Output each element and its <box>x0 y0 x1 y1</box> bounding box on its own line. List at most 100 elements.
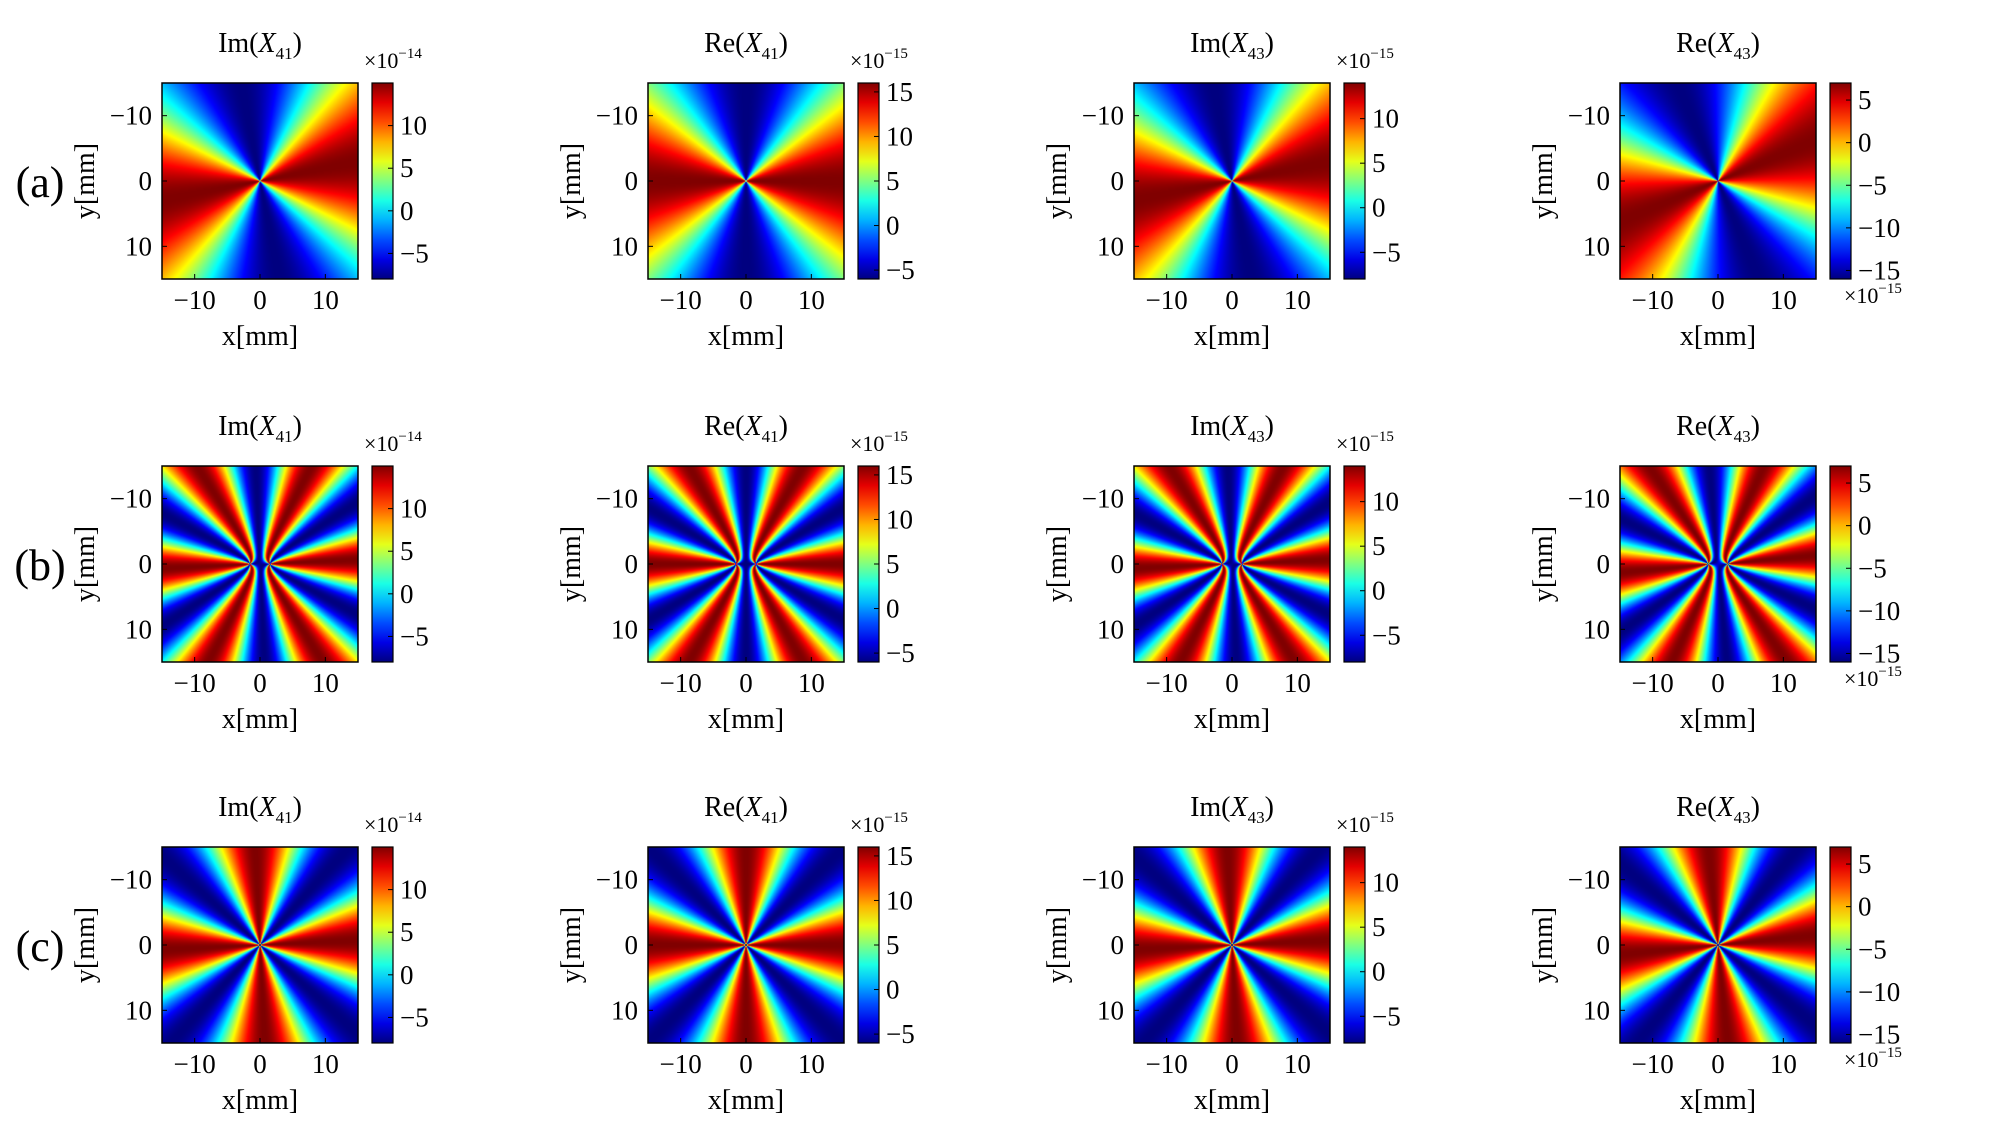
y-tick-label: −10 <box>596 484 638 514</box>
panel-a-2: Re(X41) −10 0 10 −10 0 10 x[mm] y[mm] 15 10 5 0 −5 ×10… <box>556 28 915 352</box>
colorbar-tick-label: 0 <box>886 211 900 241</box>
title-variable: X <box>1716 28 1735 59</box>
title-prefix: Re( <box>1676 792 1716 823</box>
panel-c-4: Re(X43) −10 0 10 −10 0 10 x[mm] y[mm] 5 0 −5 −10 −15×… <box>1528 792 1902 1116</box>
x-tick-label: 10 <box>798 285 825 315</box>
y-tick-label: 0 <box>625 549 639 579</box>
heatmap-image <box>648 466 844 662</box>
colorbar-tick-label: 5 <box>1372 531 1386 561</box>
heatmap-image <box>1620 83 1816 279</box>
row-label: (a) <box>16 158 65 207</box>
colorbar-exponent: ×10−15 <box>850 46 908 73</box>
title-subscript: 43 <box>1734 44 1751 63</box>
y-axis-label: y[mm] <box>1528 907 1559 983</box>
x-tick-label: 0 <box>739 1049 753 1079</box>
colorbar-tick-label: 0 <box>1372 193 1386 223</box>
panel-title: Im(X41) <box>218 792 302 827</box>
panel-title: Re(X41) <box>704 792 788 827</box>
x-tick-label: −10 <box>1146 285 1188 315</box>
exponent-base: ×10 <box>1336 812 1370 837</box>
colorbar <box>1829 465 1852 663</box>
y-tick-label: 0 <box>625 166 639 196</box>
heatmap-image <box>648 83 844 279</box>
colorbar-tick-label: 5 <box>1858 468 1872 498</box>
title-subscript: 41 <box>762 44 779 63</box>
exponent-base: ×10 <box>1844 283 1878 308</box>
colorbar-exponent: ×10−15 <box>1844 664 1902 691</box>
title-prefix: Im( <box>218 28 258 59</box>
x-tick-label: 10 <box>312 668 339 698</box>
row-label: (c) <box>16 922 65 971</box>
colorbar-tick-label: −5 <box>886 638 915 668</box>
title-suffix: ) <box>1265 28 1274 59</box>
panel-title: Im(X43) <box>1190 28 1274 63</box>
y-axis-label: y[mm] <box>556 907 587 983</box>
y-tick-label: −10 <box>1568 101 1610 131</box>
colorbar-tick-label: −5 <box>1858 170 1887 200</box>
title-subscript: 43 <box>1248 44 1265 63</box>
colorbar <box>371 846 394 1044</box>
exponent-base: ×10 <box>1844 1047 1878 1072</box>
y-tick-label: 10 <box>1583 614 1610 644</box>
title-variable: X <box>744 411 763 442</box>
x-axis-label: x[mm] <box>708 1085 784 1116</box>
colorbar-tick-label: 10 <box>1372 868 1399 898</box>
x-axis-label: x[mm] <box>708 704 784 735</box>
heatmap-image <box>1620 847 1816 1043</box>
colorbar-exponent: ×10−15 <box>1844 281 1902 308</box>
title-subscript: 43 <box>1248 427 1265 446</box>
colorbar-tick-label: −5 <box>1372 237 1401 267</box>
exponent-power: −14 <box>398 46 422 62</box>
panel-title: Re(X41) <box>704 411 788 446</box>
x-axis-label: x[mm] <box>708 321 784 352</box>
colorbar-tick-label: 5 <box>1858 85 1872 115</box>
x-tick-label: −10 <box>174 668 216 698</box>
y-tick-label: 10 <box>125 231 152 261</box>
title-prefix: Im( <box>1190 411 1230 442</box>
x-tick-label: −10 <box>174 1049 216 1079</box>
exponent-power: −15 <box>884 46 907 62</box>
exponent-base: ×10 <box>364 431 398 456</box>
exponent-base: ×10 <box>850 812 884 837</box>
colorbar-tick-label: 0 <box>1372 576 1386 606</box>
colorbar-tick-label: 5 <box>886 930 900 960</box>
panel-b-1: Im(X41) −10 0 10 −10 0 10 x[mm] y[mm] 10 5 0 −5 ×10−1… <box>70 411 429 735</box>
panel-a-1: Im(X41) −10 0 10 −10 0 10 x[mm] y[mm] 10 5 0 −5 ×10−1… <box>70 28 429 352</box>
colorbar-exponent: ×10−15 <box>1336 810 1394 837</box>
title-variable: X <box>1230 792 1249 823</box>
x-tick-label: 10 <box>798 1049 825 1079</box>
y-tick-label: 0 <box>1111 930 1125 960</box>
y-tick-label: 10 <box>611 231 638 261</box>
panel-title: Im(X43) <box>1190 792 1274 827</box>
title-suffix: ) <box>1751 792 1760 823</box>
colorbar-tick-label: 5 <box>400 536 414 566</box>
heatmap-image <box>162 847 358 1043</box>
colorbar-tick-label: −5 <box>400 238 429 268</box>
y-tick-label: 10 <box>125 995 152 1025</box>
x-tick-label: −10 <box>1146 1049 1188 1079</box>
y-tick-label: −10 <box>1082 484 1124 514</box>
colorbar <box>1829 846 1852 1044</box>
title-suffix: ) <box>1265 792 1274 823</box>
y-axis-label: y[mm] <box>1528 143 1559 219</box>
panel-b-3: Im(X43) −10 0 10 −10 0 10 x[mm] y[mm] 10 5 0 −5 ×10−1… <box>1042 411 1401 735</box>
colorbar-tick-label: −10 <box>1858 596 1900 626</box>
colorbar-tick-label: 15 <box>886 460 913 490</box>
panel-title: Im(X41) <box>218 411 302 446</box>
y-tick-label: −10 <box>1568 865 1610 895</box>
y-tick-label: −10 <box>596 865 638 895</box>
title-prefix: Im( <box>218 411 258 442</box>
x-axis-label: x[mm] <box>1680 1085 1756 1116</box>
x-tick-label: 10 <box>1770 668 1797 698</box>
colorbar-tick-label: −5 <box>1858 934 1887 964</box>
colorbar-tick-label: 0 <box>886 975 900 1005</box>
row-b: (b)Im(X41)−10 0 10−10010x[mm]y[mm]1050−5×1… <box>14 411 1902 735</box>
panel-title: Im(X41) <box>218 28 302 63</box>
colorbar-exponent: ×10−15 <box>850 429 908 456</box>
x-tick-label: 0 <box>1711 668 1725 698</box>
title-suffix: ) <box>779 411 788 442</box>
colorbar-tick-label: −5 <box>1372 1001 1401 1031</box>
y-tick-label: −10 <box>110 484 152 514</box>
title-subscript: 43 <box>1248 808 1265 827</box>
title-subscript: 41 <box>762 427 779 446</box>
